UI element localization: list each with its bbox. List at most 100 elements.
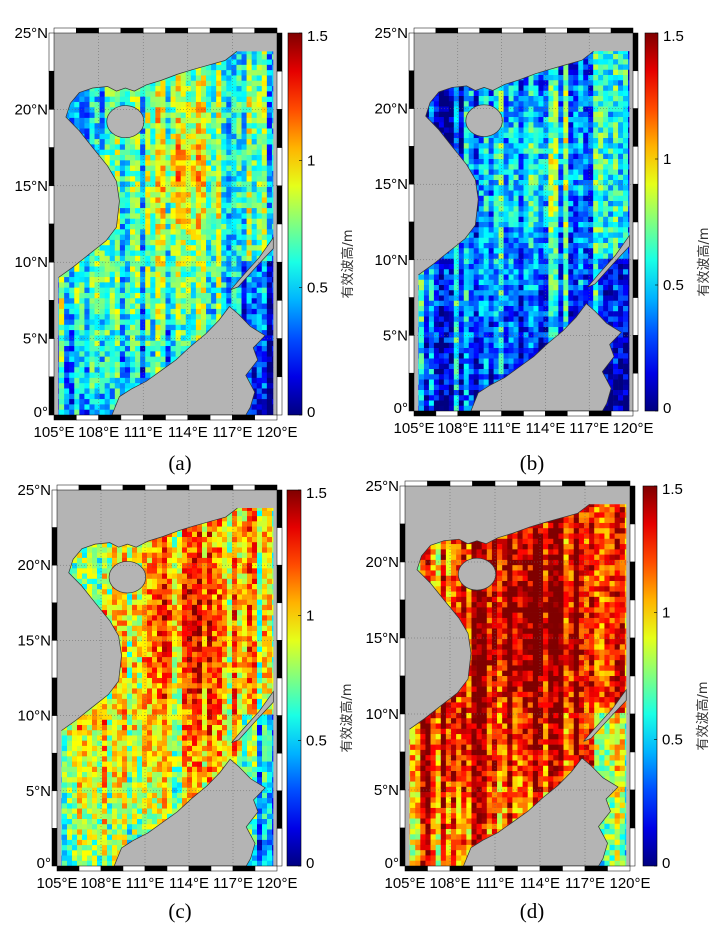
wave-height-cell <box>453 258 460 265</box>
wave-height-cell <box>180 229 187 235</box>
wave-height-cell <box>261 298 268 304</box>
wave-height-cell <box>453 138 460 144</box>
wave-height-cell <box>498 353 504 359</box>
wave-height-cell <box>155 261 161 267</box>
frame-segment <box>276 338 283 378</box>
wave-height-cell <box>145 298 151 304</box>
wave-height-cell <box>498 169 504 176</box>
wave-height-cell <box>508 316 514 323</box>
wave-height-cell <box>458 348 465 354</box>
wave-height-cell <box>140 314 146 320</box>
wave-height-cell <box>518 237 524 244</box>
wave-height-cell <box>160 96 166 103</box>
wave-height-cell <box>69 308 75 315</box>
wave-height-cell <box>221 139 227 145</box>
wave-height-cell <box>58 277 60 283</box>
wave-height-cell <box>251 202 258 209</box>
wave-height-cell <box>206 86 212 92</box>
wave-height-cell <box>448 248 455 254</box>
wave-height-cell <box>145 86 151 92</box>
wave-height-cell <box>79 351 85 357</box>
wave-height-cell <box>211 255 217 262</box>
wave-height-cell <box>216 298 222 304</box>
wave-height-cell <box>443 316 450 323</box>
wave-height-cell <box>458 132 465 139</box>
wave-height-cell <box>84 123 90 129</box>
wave-height-cell <box>246 202 252 209</box>
wave-height-cell <box>508 269 514 275</box>
wave-height-cell <box>206 176 212 182</box>
wave-height-cell <box>498 311 504 317</box>
wave-height-cell <box>195 208 202 214</box>
wave-height-cell <box>124 308 131 315</box>
wave-height-cell <box>124 330 131 336</box>
wave-height-cell <box>478 169 484 176</box>
wave-height-cell <box>84 277 90 283</box>
wave-height-cell <box>109 287 116 294</box>
wave-height-cell <box>241 75 247 82</box>
wave-height-cell <box>150 80 156 87</box>
wave-height-cell <box>135 266 141 273</box>
wave-height-cell <box>523 216 529 223</box>
wave-height-cell <box>498 106 504 113</box>
wave-height-cell <box>493 148 499 155</box>
wave-height-cell <box>458 122 465 128</box>
wave-height-cell <box>200 192 207 198</box>
wave-height-cell <box>109 361 116 368</box>
wave-height-cell <box>261 51 268 55</box>
wave-height-cell <box>271 229 274 235</box>
wave-height-cell <box>221 91 227 97</box>
wave-height-cell <box>170 277 176 283</box>
wave-height-cell <box>493 174 499 181</box>
wave-height-cell <box>458 258 465 265</box>
wave-height-cell <box>473 285 480 291</box>
wave-height-cell <box>135 255 141 262</box>
wave-height-cell <box>150 346 156 352</box>
wave-height-cell <box>135 133 141 140</box>
wave-height-cell <box>513 143 519 149</box>
wave-height-cell <box>160 224 166 230</box>
wave-height-cell <box>448 117 455 123</box>
wave-height-cell <box>58 319 60 326</box>
wave-height-cell <box>448 290 455 296</box>
wave-height-cell <box>119 91 126 97</box>
wave-height-cell <box>135 224 141 230</box>
wave-height-cell <box>58 346 60 352</box>
wave-height-cell <box>130 314 136 320</box>
wave-height-cell <box>130 319 136 326</box>
wave-height-cell <box>150 181 156 188</box>
wave-height-cell <box>448 258 455 265</box>
colorbar-tick-label: 0 <box>307 404 315 421</box>
wave-height-cell <box>226 234 232 241</box>
wave-height-cell <box>513 363 519 370</box>
wave-height-cell <box>448 369 455 375</box>
wave-height-cell <box>528 264 534 270</box>
wave-height-cell <box>135 351 141 357</box>
wave-height-cell <box>180 213 187 219</box>
wave-height-cell <box>190 224 197 230</box>
wave-height-cell <box>443 311 450 317</box>
wave-height-cell <box>94 351 100 357</box>
wave-height-cell <box>423 374 430 380</box>
wave-height-cell <box>533 111 539 118</box>
wave-height-cell <box>251 75 258 82</box>
wave-height-cell <box>69 393 75 400</box>
wave-height-cell <box>483 353 489 359</box>
wave-height-cell <box>165 176 171 182</box>
wave-height-cell <box>236 266 242 273</box>
wave-height-cell <box>488 327 494 333</box>
wave-height-cell <box>94 340 100 347</box>
wave-height-cell <box>271 298 274 304</box>
wave-height-cell <box>236 208 242 214</box>
wave-height-cell <box>160 186 166 193</box>
wave-height-cell <box>89 287 95 294</box>
wave-height-cell <box>528 300 534 307</box>
wave-height-cell <box>155 101 161 108</box>
wave-height-cell <box>170 319 176 326</box>
wave-height-cell <box>508 143 514 149</box>
wave-height-cell <box>175 75 182 82</box>
wave-height-cell <box>473 327 480 333</box>
wave-height-cell <box>89 107 95 113</box>
wave-height-cell <box>58 351 60 357</box>
wave-height-cell <box>518 332 524 338</box>
